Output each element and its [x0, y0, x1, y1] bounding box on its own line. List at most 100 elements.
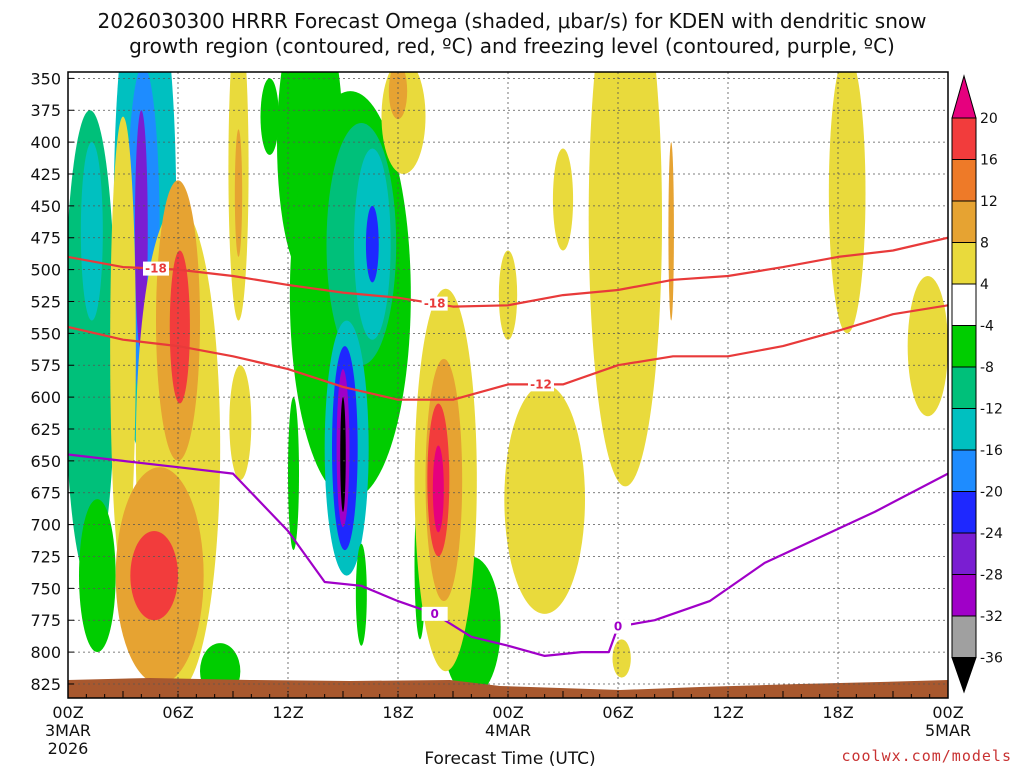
x-tick-label-4: 00Z [492, 703, 523, 722]
contour-label-0: -18 [424, 297, 446, 311]
colorbar-label-2: 12 [980, 194, 998, 210]
plot-frame [67, 71, 949, 699]
y-tick-label-16: 750 [30, 579, 61, 598]
chart-title-line1: 2026030300 HRRR Forecast Omega (shaded, … [97, 9, 926, 33]
x-tick-label-1: 06Z [162, 703, 193, 722]
colorbar-label-5: -4 [980, 319, 994, 335]
y-tick-label-5: 475 [30, 229, 61, 248]
y-tick-label-12: 650 [30, 452, 61, 471]
omega-area-2 [79, 499, 116, 653]
colorbar-bin-3 [951, 200, 977, 243]
colorbar-label-11: -28 [980, 568, 1003, 584]
contour-label-bg-4 [605, 619, 631, 634]
omega-area-14 [229, 365, 252, 480]
omega-area-9 [169, 250, 190, 404]
y-tick-label-7: 525 [30, 292, 61, 311]
colorbar: 20 16 12 8 4 -4 -8 -12 -16 -20 -24 -28 -32 -36 [951, 74, 1003, 694]
colorbar-bin-5 [951, 283, 977, 326]
omega-area-27 [355, 543, 367, 646]
contour-label-bg-1 [143, 261, 169, 276]
x-tick-label-6: 12Z [712, 703, 743, 722]
colorbar-bottom-arrow [951, 657, 977, 694]
colorbar-bin-1 [951, 117, 977, 160]
colorbar-bin-6 [951, 325, 977, 368]
colorbar-label-4: 4 [980, 277, 989, 293]
x-tick-date-0: 3MAR [45, 721, 91, 740]
colorbar-label-13: -36 [980, 651, 1003, 667]
omega-area-37 [504, 384, 585, 614]
omega-area-17 [260, 78, 279, 155]
contour-label-2: -12 [530, 377, 552, 391]
y-axis: 350 375 400 425 450 475 500 525 550 575 600 625 650 6… [30, 69, 74, 694]
contour-label-bg-0 [421, 296, 448, 311]
y-tick-label-19: 825 [30, 675, 61, 694]
colorbar-label-1: 16 [980, 153, 998, 169]
x-axis-label: Forecast Time (UTC) [424, 749, 595, 768]
omega-area-41 [668, 142, 674, 321]
x-tick-label-3: 18Z [382, 703, 413, 722]
colorbar-bin-13 [951, 615, 977, 658]
omega-area-42 [828, 72, 866, 334]
colorbar-label-12: -32 [980, 609, 1003, 625]
colorbar-bin-9 [951, 449, 977, 492]
x-tick-label-0: 00Z [52, 703, 83, 722]
omega-area-35 [432, 445, 444, 533]
colorbar-label-6: -8 [980, 360, 994, 376]
contour-line-1 [68, 304, 948, 401]
colorbar-label-3: 8 [980, 236, 989, 252]
omega-area-11 [130, 530, 179, 621]
credit-link[interactable]: coolwx.com/models [841, 747, 1012, 765]
grid-lines [68, 72, 948, 698]
x-tick-label-8: 00Z [932, 703, 963, 722]
contour-line-0 [68, 236, 948, 308]
colorbar-label-10: -24 [980, 526, 1003, 542]
contour-line-2 [68, 453, 948, 658]
x-tick-label-5: 06Z [602, 703, 633, 722]
omega-area-21 [365, 205, 379, 283]
colorbar-label-9: -20 [980, 485, 1003, 501]
omega-area-0 [68, 110, 116, 582]
omega-area-25 [340, 397, 346, 512]
omega-area-5 [134, 110, 148, 353]
omega-shading [68, 72, 948, 698]
colorbar-label-8: -16 [980, 443, 1003, 459]
y-tick-label-11: 625 [30, 420, 61, 439]
colorbar-bin-8 [951, 408, 977, 451]
y-tick-label-3: 425 [30, 165, 61, 184]
omega-area-26 [288, 397, 299, 551]
y-tick-label-0: 350 [30, 69, 61, 88]
colorbar-bin-7 [951, 366, 977, 409]
colorbar-top-arrow [951, 74, 977, 119]
y-tick-label-8: 550 [30, 324, 61, 343]
y-tick-label-18: 800 [30, 643, 61, 662]
colorbar-bin-11 [951, 532, 977, 575]
omega-area-13 [234, 129, 243, 257]
x-tick-label-2: 12Z [272, 703, 303, 722]
colorbar-bin-12 [951, 574, 977, 617]
y-tick-label-4: 450 [30, 197, 61, 216]
colorbar-label-0: 20 [980, 111, 998, 127]
colorbar-bin-2 [951, 159, 977, 202]
y-tick-label-14: 700 [30, 516, 61, 535]
omega-area-36 [498, 250, 518, 340]
y-tick-label-1: 375 [30, 101, 61, 120]
chart-title-line2: growth region (contoured, red, ºC) and f… [129, 34, 895, 58]
omega-area-39 [588, 72, 662, 487]
contour-label-1: -18 [145, 262, 167, 276]
x-tick-date-4: 4MAR [485, 721, 531, 740]
omega-area-38 [552, 148, 574, 251]
omega-area-1 [80, 142, 103, 321]
y-tick-label-15: 725 [30, 547, 61, 566]
omega-area-40 [612, 639, 631, 678]
omega-area-43 [907, 275, 948, 417]
y-tick-label-9: 575 [30, 356, 61, 375]
contour-label-4: 0 [614, 620, 622, 634]
y-tick-label-13: 675 [30, 484, 61, 503]
y-tick-label-2: 400 [30, 133, 61, 152]
y-tick-label-17: 775 [30, 611, 61, 630]
x-tick-label-7: 18Z [822, 703, 853, 722]
colorbar-label-7: -12 [980, 402, 1003, 418]
omega-area-31 [388, 72, 408, 120]
x-tick-year-0: 2026 [48, 739, 89, 758]
